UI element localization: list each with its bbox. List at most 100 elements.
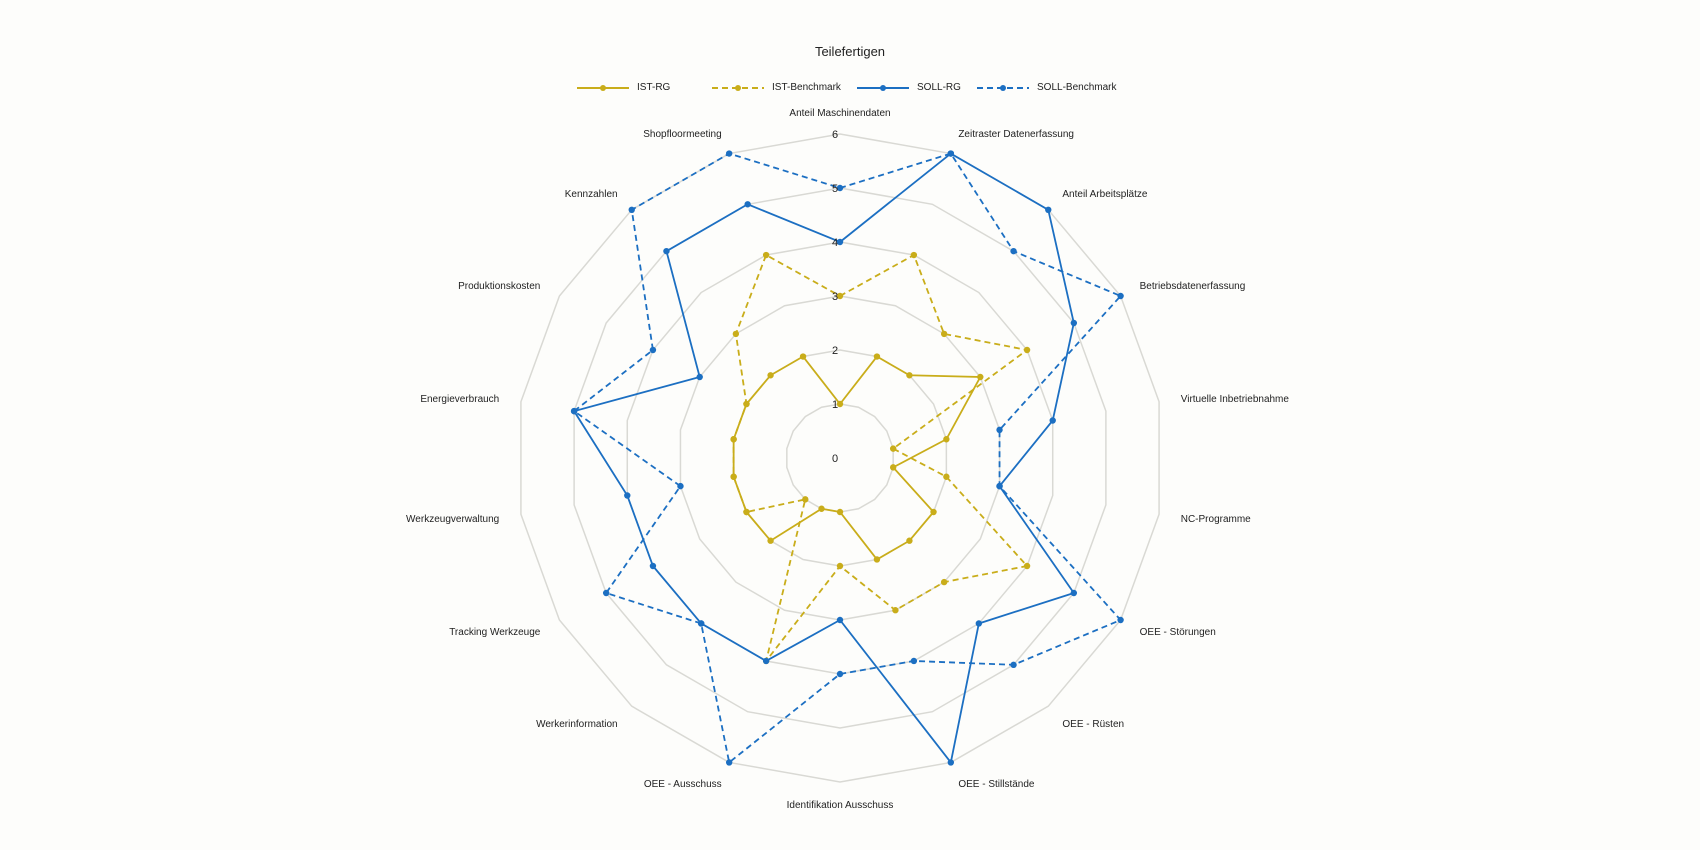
data-point-soll-benchmark-0 — [836, 184, 844, 192]
axis-label-energieverbrauch: Energieverbrauch — [420, 394, 499, 405]
grid-ring-6 — [520, 133, 1160, 783]
grid-ring-5 — [573, 187, 1107, 729]
data-point-ist-benchmark-1 — [910, 251, 918, 259]
axis-label-virtuelle-inbetriebnahme: Virtuelle Inbetriebnahme — [1181, 394, 1290, 405]
data-point-soll-benchmark-16 — [628, 206, 635, 214]
data-point-soll-rg-2 — [1045, 206, 1052, 214]
legend-label-soll-rg: SOLL-RG — [917, 82, 961, 93]
data-point-soll-rg-0 — [836, 238, 844, 246]
data-point-soll-benchmark-1 — [947, 150, 955, 157]
data-point-ist-benchmark-17 — [762, 251, 770, 259]
data-point-ist-benchmark-3 — [1023, 346, 1031, 354]
tick-label-3: 3 — [832, 291, 838, 303]
data-point-ist-rg-9 — [836, 508, 844, 516]
data-point-ist-rg-8 — [873, 556, 881, 563]
axis-label-werkerinformation: Werkerinformation — [536, 719, 618, 730]
data-point-ist-benchmark-15 — [743, 400, 750, 408]
data-point-soll-rg-9 — [836, 616, 844, 624]
data-point-ist-benchmark-14 — [730, 436, 737, 443]
data-point-ist-benchmark-0 — [836, 292, 844, 300]
data-point-soll-rg-13 — [624, 492, 631, 499]
axis-label-kennzahlen: Kennzahlen — [565, 189, 618, 200]
data-point-ist-benchmark-13 — [730, 473, 737, 480]
legend-label-soll-benchmark: SOLL-Benchmark — [1037, 82, 1117, 93]
data-point-soll-benchmark-7 — [1010, 661, 1017, 669]
data-point-ist-rg-7 — [906, 537, 913, 544]
data-point-soll-benchmark-5 — [996, 482, 1003, 490]
axis-label-oee-störungen: OEE - Störungen — [1140, 627, 1216, 638]
data-point-ist-rg-17 — [799, 353, 807, 360]
data-point-ist-benchmark-11 — [802, 496, 809, 503]
legend-swatch-soll-rg — [857, 84, 909, 91]
axis-label-tracking-werkzeuge: Tracking Werkzeuge — [449, 627, 541, 638]
data-point-ist-rg-3 — [977, 373, 984, 381]
axis-label-zeitraster-datenerfassung: Zeitraster Datenerfassung — [958, 129, 1074, 140]
chart-legend: IST-RG IST-Benchmark SOLL-RG SOLL-Benchm… — [575, 82, 1125, 100]
radar-grid — [520, 133, 1160, 783]
axis-label-identifikation-ausschuss: Identifikation Ausschuss — [787, 800, 894, 811]
data-point-ist-benchmark-5 — [943, 473, 950, 480]
axis-label-anteil-arbeitsplätze: Anteil Arbeitsplätze — [1062, 189, 1147, 200]
axis-label-shopfloormeeting: Shopfloormeeting — [643, 129, 721, 140]
data-point-soll-rg-10 — [762, 657, 770, 665]
grid-ring-3 — [679, 295, 1001, 621]
data-point-ist-benchmark-9 — [836, 562, 844, 570]
legend-item-ist-benchmark: IST-Benchmark — [710, 82, 841, 93]
legend-label-ist-benchmark: IST-Benchmark — [772, 82, 841, 93]
data-point-ist-rg-0 — [836, 400, 844, 408]
data-point-soll-benchmark-9 — [836, 670, 844, 678]
data-point-soll-benchmark-14 — [570, 407, 578, 415]
data-point-ist-rg-5 — [889, 464, 897, 471]
data-point-ist-rg-11 — [767, 537, 774, 544]
data-point-soll-benchmark-17 — [725, 150, 733, 157]
data-point-soll-benchmark-2 — [1010, 247, 1017, 255]
series-line-soll-benchmark — [572, 152, 1123, 765]
data-point-soll-benchmark-11 — [697, 620, 705, 627]
data-point-soll-benchmark-3 — [1117, 292, 1124, 300]
tick-label-2: 2 — [832, 345, 838, 357]
chart-title: Teilefertigen — [814, 44, 886, 59]
data-point-soll-rg-15 — [696, 373, 703, 381]
data-point-ist-rg-10 — [818, 505, 825, 512]
axis-label-nc-programme: NC-Programme — [1181, 514, 1251, 525]
grid-ring-4 — [626, 241, 1054, 675]
radar-axis-labels: Anteil Maschinendaten Zeitraster Datenerf… — [406, 108, 1289, 811]
data-point-soll-benchmark-8 — [910, 657, 918, 665]
data-point-soll-rg-4 — [1049, 417, 1056, 424]
radar-series — [570, 150, 1124, 766]
data-point-soll-benchmark-6 — [1117, 616, 1124, 624]
axis-label-betriebsdatenerfassung: Betriebsdatenerfassung — [1140, 281, 1246, 292]
tick-label-1: 1 — [832, 399, 838, 411]
series-line-ist-rg — [732, 355, 982, 561]
axis-label-oee-stillstände: OEE - Stillstände — [958, 779, 1035, 790]
data-point-ist-benchmark-6 — [1023, 562, 1031, 570]
tick-label-5: 5 — [832, 183, 838, 195]
tick-label-6: 6 — [832, 129, 838, 141]
data-point-ist-benchmark-8 — [892, 607, 899, 614]
data-point-ist-rg-2 — [906, 372, 913, 379]
legend-item-ist-rg: IST-RG — [575, 82, 670, 93]
data-point-soll-benchmark-4 — [996, 426, 1003, 434]
data-point-soll-rg-7 — [975, 620, 983, 627]
data-point-ist-benchmark-4 — [889, 445, 897, 452]
data-point-ist-rg-1 — [873, 353, 881, 360]
data-point-soll-rg-16 — [663, 247, 670, 255]
legend-item-soll-benchmark: SOLL-Benchmark — [975, 82, 1116, 93]
data-point-soll-benchmark-13 — [677, 482, 684, 490]
tick-label-4: 4 — [832, 237, 838, 249]
data-point-ist-benchmark-2 — [940, 330, 948, 338]
data-point-soll-rg-12 — [649, 562, 657, 570]
data-point-ist-rg-16 — [767, 372, 774, 379]
radar-tick-labels: 0 1 2 3 4 5 6 — [832, 129, 838, 465]
axis-label-oee-rüsten: OEE - Rüsten — [1062, 719, 1124, 730]
data-point-ist-rg-4 — [943, 436, 950, 443]
legend-label-ist-rg: IST-RG — [637, 82, 671, 93]
data-point-ist-benchmark-7 — [940, 578, 948, 586]
data-point-ist-benchmark-12 — [743, 508, 750, 516]
data-point-soll-benchmark-15 — [649, 346, 657, 354]
data-point-ist-rg-6 — [930, 508, 937, 516]
legend-item-soll-rg: SOLL-RG — [855, 82, 961, 93]
data-point-soll-rg-3 — [1070, 319, 1078, 327]
legend-swatch-soll-benchmark — [977, 84, 1029, 91]
legend-swatch-ist-benchmark — [712, 84, 764, 91]
